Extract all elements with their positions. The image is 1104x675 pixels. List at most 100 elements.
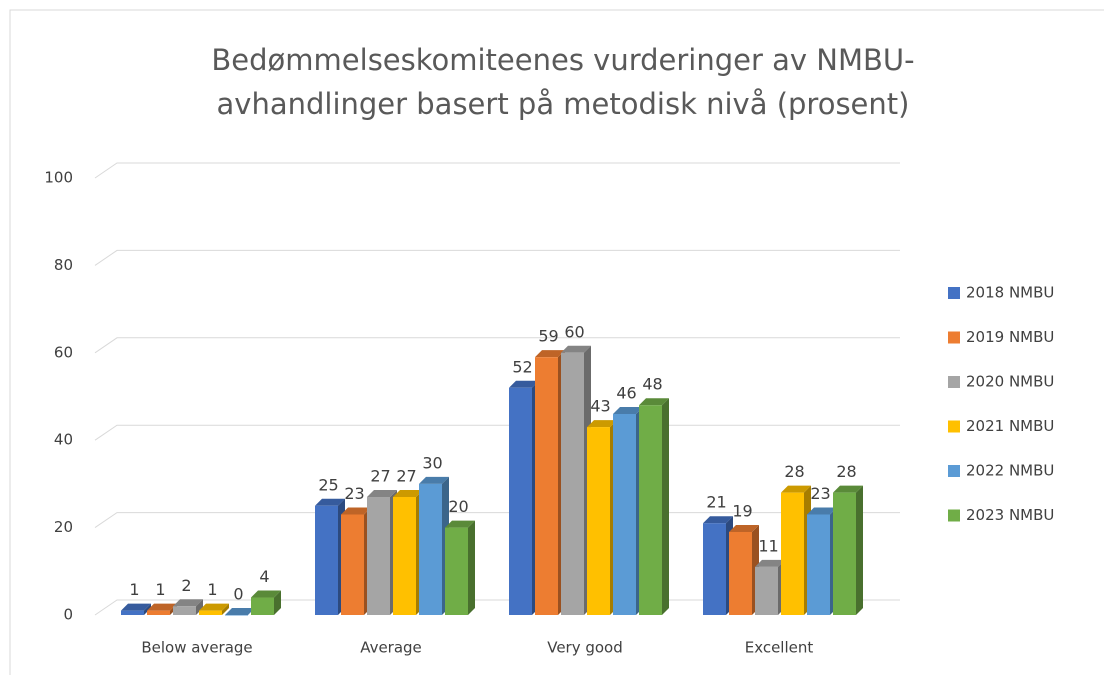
- bar-top: [251, 590, 281, 598]
- bar-top: [703, 516, 733, 524]
- bar-top: [535, 350, 565, 358]
- data-label: 43: [590, 397, 610, 416]
- legend-swatch: [948, 509, 960, 522]
- data-label: 1: [155, 580, 165, 599]
- bar-top: [781, 485, 811, 493]
- bar: [393, 497, 416, 615]
- bar: [341, 514, 364, 615]
- data-label: 23: [810, 484, 830, 503]
- bar: [587, 427, 610, 615]
- bar: [613, 413, 636, 615]
- legend-label: 2021 NMBU: [966, 417, 1054, 435]
- bar-top: [755, 559, 785, 567]
- bar: [367, 497, 390, 615]
- grid-line: [94, 337, 900, 354]
- legend-label: 2023 NMBU: [966, 506, 1054, 524]
- x-tick-label: Average: [360, 639, 422, 657]
- bar-side: [856, 485, 863, 615]
- bar: [639, 405, 662, 615]
- data-label: 60: [564, 322, 584, 341]
- bar: [445, 527, 468, 615]
- bar-top: [367, 490, 397, 498]
- data-label: 25: [318, 475, 338, 494]
- chart-title: Bedømmelseskomiteenes vurderinger av NMB…: [211, 43, 914, 77]
- grid-line: [94, 249, 900, 266]
- legend-label: 2022 NMBU: [966, 462, 1054, 480]
- bar-top: [587, 420, 617, 428]
- legend-swatch: [948, 331, 960, 344]
- data-label: 1: [129, 580, 139, 599]
- bar-side: [468, 520, 475, 615]
- y-tick-label: 100: [44, 169, 73, 187]
- legend-label: 2019 NMBU: [966, 328, 1054, 346]
- legend-label: 2018 NMBU: [966, 284, 1054, 302]
- chart-title: avhandlinger basert på metodisk nivå (pr…: [217, 87, 910, 121]
- bar-top: [147, 603, 177, 611]
- data-label: 52: [512, 357, 532, 376]
- grid-line: [94, 162, 900, 179]
- data-label: 46: [616, 383, 636, 402]
- x-tick-label: Very good: [547, 639, 623, 657]
- data-label: 23: [344, 484, 364, 503]
- bar-top: [639, 398, 669, 406]
- data-label: 11: [758, 536, 778, 555]
- bar: [509, 387, 532, 615]
- grid-line: [94, 424, 900, 441]
- bar-top: [729, 524, 759, 532]
- bar-top: [613, 406, 643, 414]
- bar-top: [225, 608, 255, 615]
- x-tick-label: Below average: [141, 639, 252, 657]
- bar-top: [833, 485, 863, 493]
- legend-label: 2020 NMBU: [966, 373, 1054, 391]
- data-label: 2: [181, 576, 191, 595]
- data-label: 20: [448, 497, 468, 516]
- data-label: 59: [538, 327, 558, 346]
- bar: [535, 357, 558, 615]
- bar-side: [196, 599, 203, 615]
- data-label: 28: [784, 462, 804, 481]
- bar: [147, 610, 170, 615]
- bar: [225, 615, 248, 616]
- chart-frame: [9, 9, 1104, 675]
- bar-top: [445, 520, 475, 528]
- bar: [807, 514, 830, 615]
- y-tick-label: 40: [54, 431, 73, 449]
- data-label: 0: [233, 585, 243, 604]
- y-tick-label: 0: [63, 606, 73, 624]
- bar-top: [121, 603, 151, 611]
- data-label: 1: [207, 580, 217, 599]
- bar-top: [199, 603, 229, 611]
- bar: [199, 610, 222, 615]
- bar: [315, 505, 338, 615]
- data-label: 48: [642, 375, 662, 394]
- bar: [703, 523, 726, 615]
- data-label: 21: [706, 493, 726, 512]
- y-tick-label: 80: [54, 256, 73, 274]
- data-label: 27: [396, 467, 416, 486]
- bar: [561, 352, 584, 615]
- grid-line: [94, 512, 900, 529]
- bar-side: [222, 603, 229, 615]
- y-tick-label: 60: [54, 343, 73, 361]
- bar: [251, 597, 274, 615]
- legend-swatch: [948, 465, 960, 477]
- y-tick-label: 20: [54, 518, 73, 536]
- bar-top: [315, 498, 345, 506]
- bar-top: [173, 599, 203, 607]
- data-label: 30: [422, 453, 442, 472]
- x-tick-label: Excellent: [745, 639, 814, 657]
- bar: [833, 492, 856, 615]
- bar-top: [419, 476, 449, 484]
- bar: [121, 610, 144, 615]
- data-label: 27: [370, 467, 390, 486]
- bar: [419, 483, 442, 615]
- bar-top: [393, 490, 423, 498]
- bar: [781, 492, 804, 615]
- bar: [755, 566, 778, 615]
- bar-side: [662, 398, 669, 615]
- bar: [173, 606, 196, 615]
- data-label: 4: [259, 567, 269, 586]
- bar-side: [144, 603, 151, 615]
- bar-top: [509, 380, 539, 388]
